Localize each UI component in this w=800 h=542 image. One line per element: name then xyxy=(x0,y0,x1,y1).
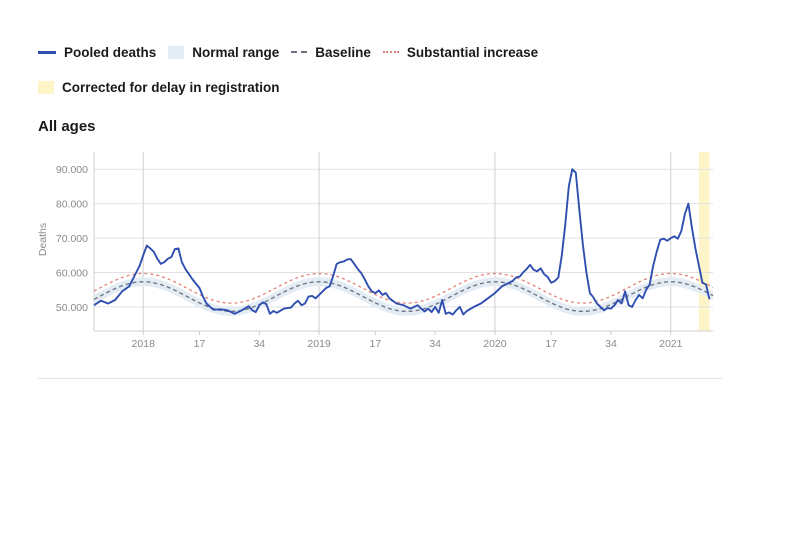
corrected-delay-band xyxy=(698,152,710,331)
legend-item-baseline[interactable]: Baseline xyxy=(291,45,371,60)
baseline-swatch xyxy=(291,51,308,53)
legend-row-1: Pooled deaths Normal range Baseline Subs… xyxy=(38,43,758,61)
x-tick-label: 17 xyxy=(194,338,206,350)
x-tick-label: 34 xyxy=(429,338,441,350)
x-tick-label: 2021 xyxy=(659,338,683,350)
legend-item-corrected[interactable]: Corrected for delay in registration xyxy=(38,80,280,95)
x-tick-label: 17 xyxy=(545,338,557,350)
substantial-increase-swatch xyxy=(382,51,399,53)
baseline-line xyxy=(93,281,714,313)
legend-item-normal-range[interactable]: Normal range xyxy=(168,45,279,60)
legend-label-corrected: Corrected for delay in registration xyxy=(62,79,280,95)
legend-label-normal: Normal range xyxy=(192,44,280,60)
x-tick-label: 2018 xyxy=(132,338,156,350)
y-tick-label: 50.000 xyxy=(56,302,88,314)
x-tick-label: 2019 xyxy=(307,338,331,350)
x-tick-label: 34 xyxy=(253,338,265,350)
y-tick-label: 80.000 xyxy=(56,199,88,211)
chart-title: All ages xyxy=(38,118,96,135)
legend-item-pooled-deaths[interactable]: Pooled deaths xyxy=(38,45,156,60)
y-tick-label: 60.000 xyxy=(56,267,88,279)
section-divider xyxy=(38,378,722,379)
legend-label-substantial: Substantial increase xyxy=(406,44,539,60)
y-axis-title: Deaths xyxy=(37,223,49,256)
pooled-deaths-swatch xyxy=(38,50,56,54)
y-tick-label: 70.000 xyxy=(56,233,88,245)
y-tick-label: 90.000 xyxy=(56,164,88,176)
x-tick-label: 2020 xyxy=(483,338,507,350)
normal-range-swatch xyxy=(168,45,185,59)
legend-label-baseline: Baseline xyxy=(315,44,371,60)
legend-row-2: Corrected for delay in registration xyxy=(38,78,758,96)
corrected-swatch xyxy=(38,80,54,94)
substantial-increase-line xyxy=(93,272,714,304)
legend: Pooled deaths Normal range Baseline Subs… xyxy=(38,43,758,113)
legend-item-substantial-increase[interactable]: Substantial increase xyxy=(382,44,539,60)
legend-label-pooled: Pooled deaths xyxy=(64,44,157,60)
x-tick-label: 17 xyxy=(370,338,382,350)
pooled-deaths-line xyxy=(93,168,711,316)
x-tick-label: 34 xyxy=(605,338,617,350)
